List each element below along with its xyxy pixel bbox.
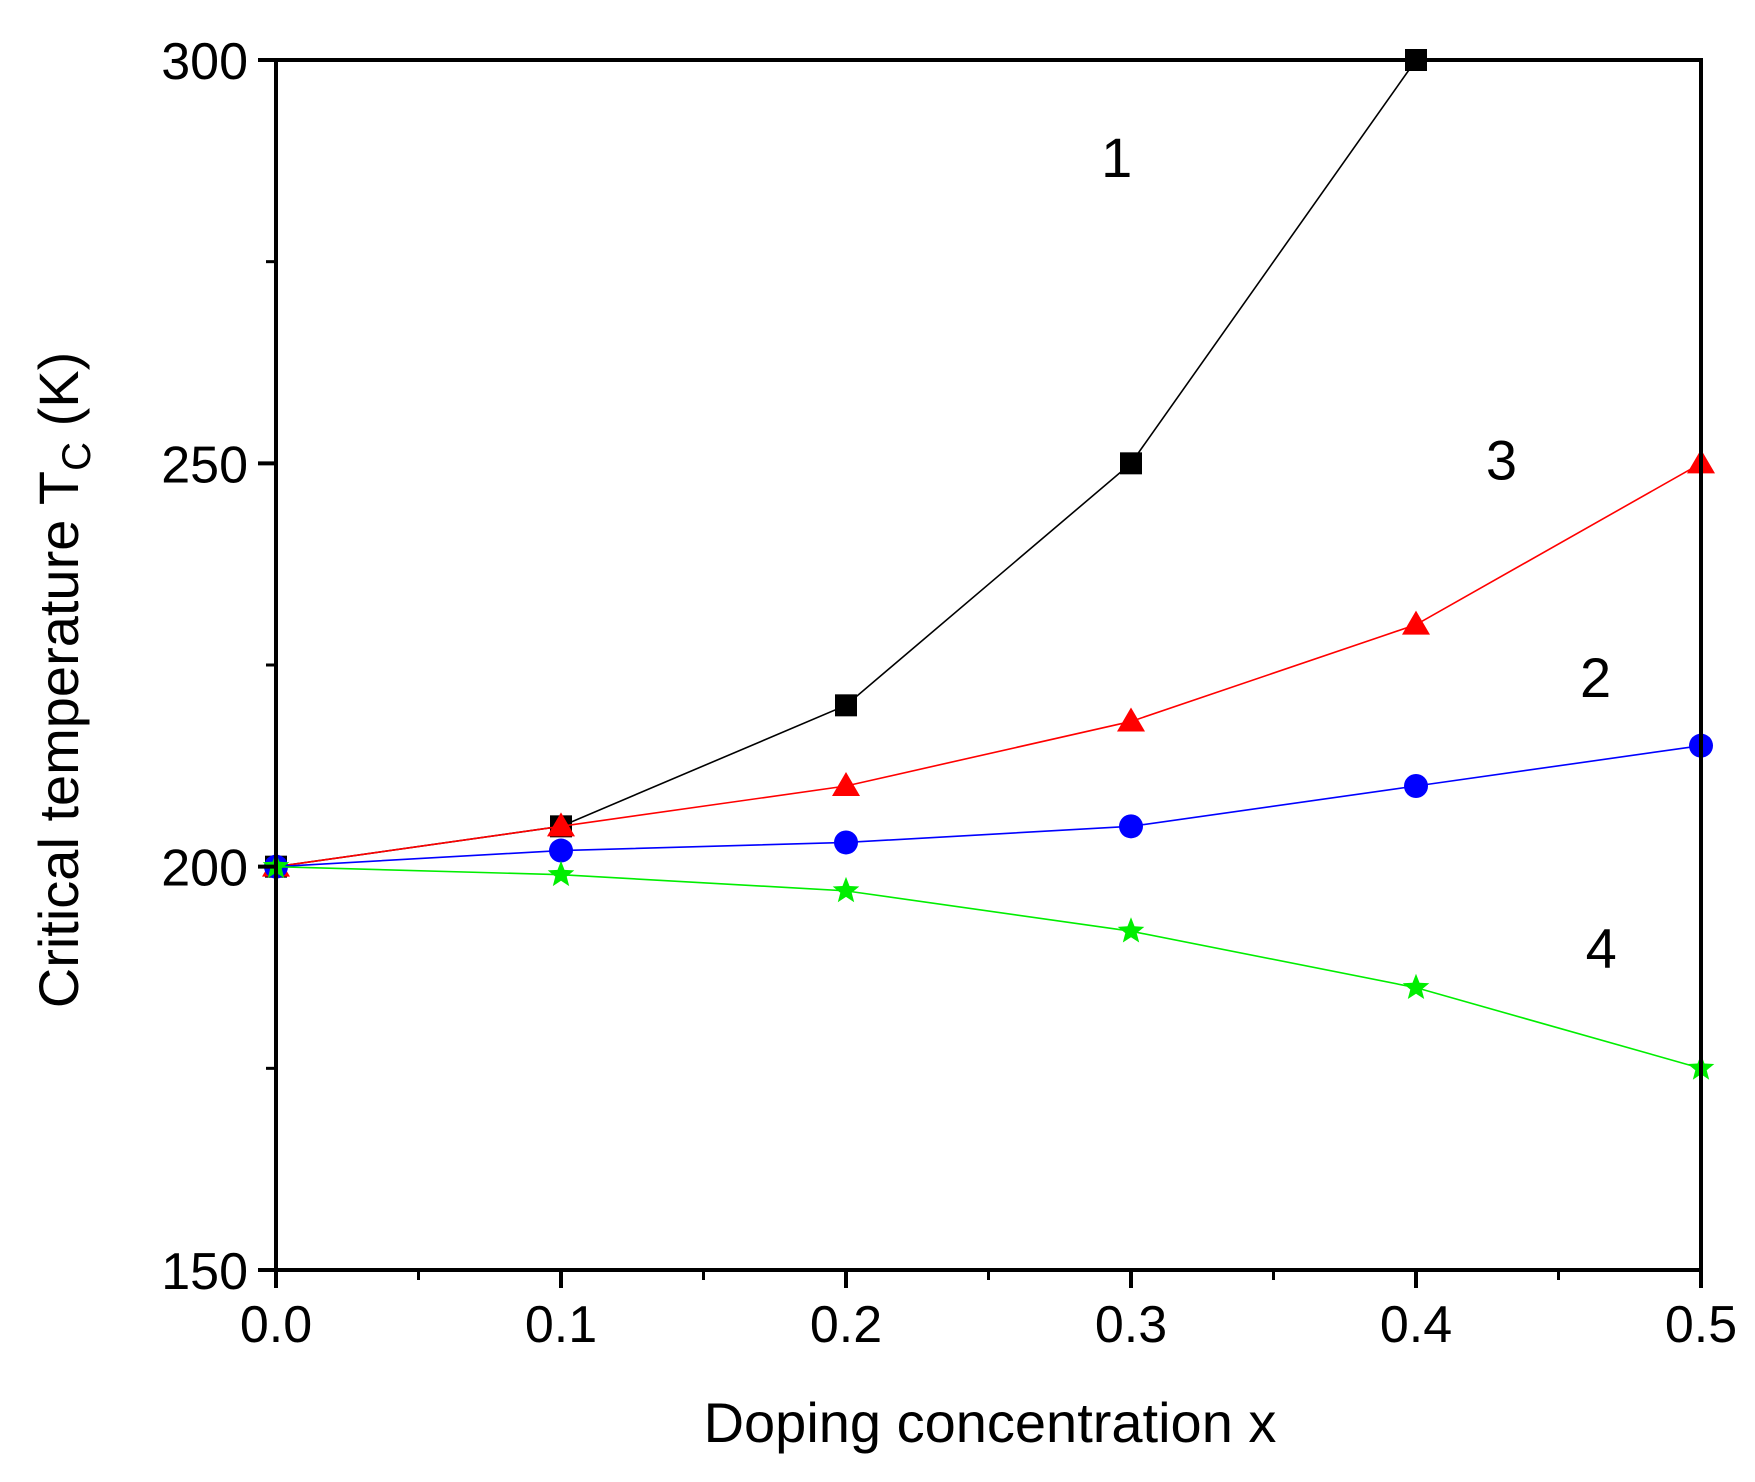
series-2-point (834, 830, 858, 855)
series-layer (262, 49, 1715, 1080)
y-axis-title-main: Critical temperature T (27, 471, 90, 1008)
y-axis-title-subscript: C (55, 442, 99, 471)
annotation-layer: 1 3 2 4 (1101, 126, 1617, 980)
curve-label-4: 4 (1586, 916, 1617, 979)
x-tick-label: 0.0 (240, 1296, 312, 1354)
series-3-point (832, 772, 860, 796)
y-tick-label: 300 (161, 33, 248, 91)
x-tick-label: 0.4 (1380, 1296, 1452, 1354)
series-2 (264, 733, 1713, 879)
curve-label-2: 2 (1580, 646, 1611, 709)
y-tick-label: 200 (161, 840, 248, 898)
y-tick-label: 250 (161, 436, 248, 494)
series-2-point (1404, 774, 1428, 798)
series-1-point (835, 694, 857, 717)
series-1-point (1120, 452, 1142, 475)
series-3-point (547, 812, 575, 837)
series-2-point (549, 838, 573, 863)
x-tick-label: 0.2 (810, 1296, 882, 1354)
curve-label-1: 1 (1101, 126, 1132, 189)
series-2-point (1119, 814, 1143, 839)
x-tick-label: 0.3 (1095, 1296, 1167, 1354)
y-axis-title-unit: (K) (27, 352, 90, 442)
series-4-point (1117, 917, 1145, 943)
x-tick-label: 0.1 (525, 1296, 597, 1354)
series-4-line (275, 865, 1702, 1070)
y-axis-title: Critical temperature TC (K) (27, 352, 99, 1008)
x-tick-label: 0.5 (1665, 1296, 1737, 1354)
series-2-line (275, 744, 1702, 868)
series-1 (265, 49, 1427, 878)
series-3-point (1117, 707, 1145, 732)
series-4-point (832, 876, 860, 903)
curve-label-3: 3 (1486, 428, 1517, 491)
series-3-point (1402, 610, 1430, 635)
plot-frame (274, 58, 1703, 1272)
series-4-point (547, 860, 575, 887)
series-4-point (1402, 973, 1430, 999)
series-1-line (275, 59, 1417, 868)
series-3 (262, 449, 1715, 877)
series-4 (262, 852, 1715, 1080)
y-tick-label: 150 (161, 1243, 248, 1301)
x-axis-title: Doping concentration x (704, 1391, 1277, 1454)
series-3-line (275, 462, 1702, 868)
axes-layer: 0.0 0.1 0.2 0.3 0.4 0.5 150 200 250 300 (161, 33, 1737, 1354)
